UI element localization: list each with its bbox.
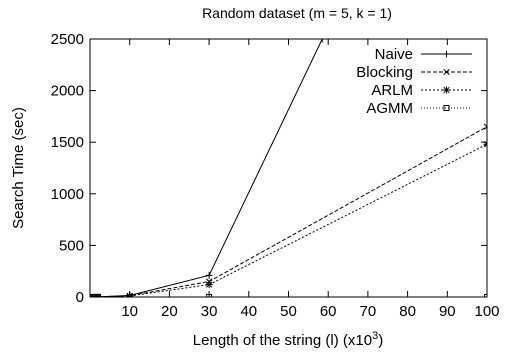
x-axis-title-suffix: ): [378, 332, 383, 349]
y-tick-label: 1000: [51, 186, 84, 203]
y-axis: 0 500 1000 1500 2000 2500: [51, 31, 487, 306]
legend-label: Naive: [375, 46, 413, 63]
x-tick-label: 60: [320, 303, 337, 320]
y-tick-label: 1500: [51, 134, 84, 151]
data-point: [94, 294, 101, 297]
y-tick-label: 500: [59, 237, 84, 254]
legend-item: AGMM: [366, 100, 472, 117]
series-arlm: [90, 140, 487, 297]
legend-item: ARLM: [371, 82, 472, 99]
series-agmm: [90, 294, 487, 297]
data-point: [443, 50, 450, 58]
legend-label: AGMM: [366, 100, 413, 117]
data-point: [443, 68, 450, 76]
x-axis-title: Length of the string (l) (x103): [193, 330, 383, 349]
data-point: [443, 86, 450, 94]
x-tick-label: 50: [280, 303, 297, 320]
data-point: [483, 123, 487, 130]
y-tick-label: 2500: [51, 31, 84, 48]
x-tick-label: 30: [201, 303, 218, 320]
series-line: [90, 143, 487, 297]
legend-label: ARLM: [371, 82, 413, 99]
chart-title: Random dataset (m = 5, k = 1): [202, 5, 392, 21]
y-tick-label: 2000: [51, 83, 84, 100]
x-tick-label: 10: [121, 303, 138, 320]
x-axis-title-exponent: 3: [372, 330, 378, 342]
series-naive: [90, 39, 326, 297]
legend-item: Naive: [375, 46, 472, 63]
series-layer: [90, 39, 487, 297]
data-point: [126, 294, 133, 297]
x-tick-label: 80: [399, 303, 416, 320]
y-tick-label: 0: [76, 289, 84, 306]
x-tick-label: 20: [161, 303, 178, 320]
x-tick-label: 70: [360, 303, 377, 320]
plot-area: [89, 38, 488, 298]
series-blocking: [90, 123, 487, 297]
data-point: [206, 294, 213, 297]
series-line: [90, 39, 323, 297]
x-axis-title-main: Length of the string (l) (x10: [193, 332, 372, 349]
data-point: [318, 39, 326, 43]
legend-label: Blocking: [356, 64, 413, 81]
data-point: [443, 105, 450, 111]
data-point: [90, 294, 97, 297]
x-tick-label: 90: [439, 303, 456, 320]
x-axis: 10 20 30 40 50 60 70 80 90 100: [121, 39, 500, 320]
data-point: [205, 271, 213, 279]
legend-item: Blocking: [356, 64, 472, 81]
series-line: [90, 126, 487, 297]
y-axis-title: Search Time (sec): [10, 107, 27, 229]
x-tick-label: 40: [240, 303, 257, 320]
x-tick-label: 100: [474, 303, 499, 320]
data-point: [205, 281, 213, 289]
data-point: [483, 140, 487, 148]
